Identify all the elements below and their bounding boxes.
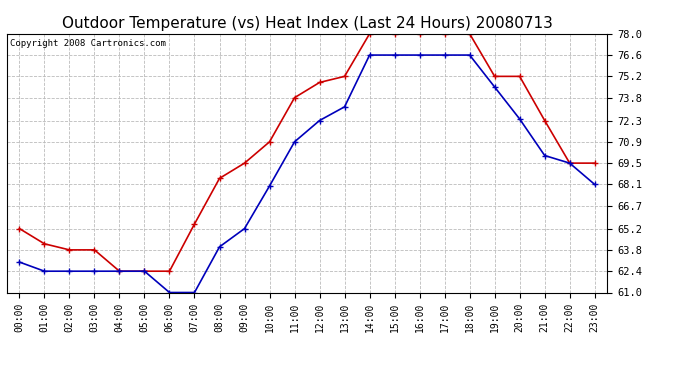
- Text: Copyright 2008 Cartronics.com: Copyright 2008 Cartronics.com: [10, 39, 166, 48]
- Title: Outdoor Temperature (vs) Heat Index (Last 24 Hours) 20080713: Outdoor Temperature (vs) Heat Index (Las…: [61, 16, 553, 31]
